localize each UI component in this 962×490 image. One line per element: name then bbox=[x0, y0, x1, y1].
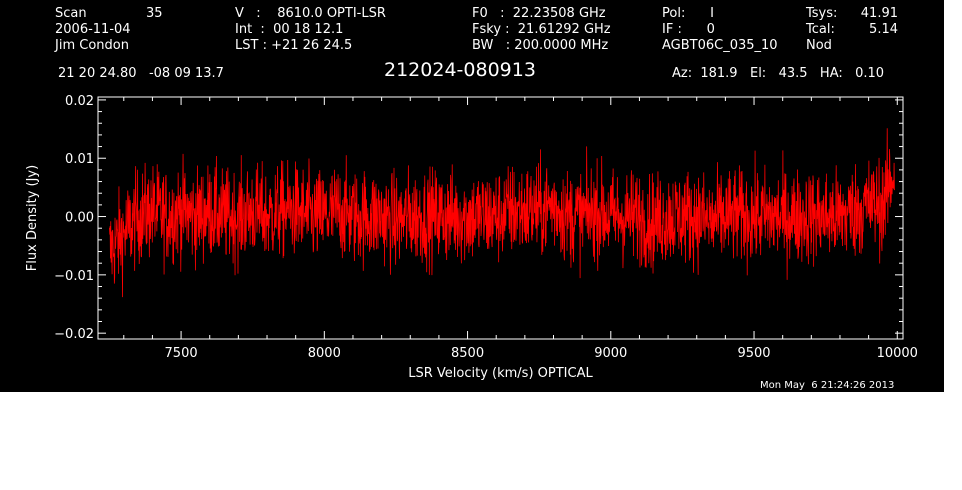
x-tick-label: 9000 bbox=[594, 346, 627, 361]
pointing-readout: Az: 181.9 El: 43.5 HA: 0.10 bbox=[672, 66, 885, 81]
if-number: IF : 0 bbox=[662, 22, 715, 37]
tcal-label: Tcal: bbox=[806, 22, 835, 37]
y-tick-label: 0.01 bbox=[65, 152, 94, 167]
source-coordinates: 21 20 24.80 -08 09 13.7 bbox=[58, 66, 224, 81]
scan-label: Scan bbox=[55, 6, 87, 21]
plot-frame bbox=[97, 96, 904, 340]
x-tick-label: 7500 bbox=[165, 346, 198, 361]
y-tick-label: 0.02 bbox=[65, 94, 94, 109]
x-axis-label: LSR Velocity (km/s) OPTICAL bbox=[408, 366, 593, 381]
y-axis-label: Flux Density (Jy) bbox=[25, 165, 40, 271]
y-tick-label: −0.02 bbox=[54, 327, 94, 342]
axes-group: 7500 8000 8500 9000 9500 10000 −0.02 −0.01 0.00 0… bbox=[25, 94, 918, 381]
lst-readout: LST : +21 26 24.5 bbox=[235, 38, 353, 53]
observation-date: 2006-11-04 bbox=[55, 22, 131, 37]
scan-number: 35 bbox=[146, 6, 163, 21]
observer-name: Jim Condon bbox=[55, 38, 129, 53]
y-tick-label: 0.00 bbox=[65, 211, 94, 226]
spectrum-trace-group bbox=[109, 128, 895, 298]
project-id: AGBT06C_035_10 bbox=[662, 38, 778, 53]
plot-timestamp: Mon May 6 21:24:26 2013 bbox=[760, 380, 895, 391]
x-tick-label: 9500 bbox=[737, 346, 770, 361]
tsys-value: 41.91 bbox=[860, 6, 898, 21]
rest-frequency: F0 : 22.23508 GHz bbox=[472, 6, 606, 21]
tcal-value: 5.14 bbox=[869, 22, 898, 37]
x-tick-label: 10000 bbox=[877, 346, 918, 361]
tsys-label: Tsys: bbox=[806, 6, 838, 21]
polarization: Pol: I bbox=[662, 6, 714, 21]
spectrum-chart: 7500 8000 8500 9000 9500 10000 −0.02 −0.01 0.00 0… bbox=[25, 94, 918, 381]
bandwidth: BW : 200.0000 MHz bbox=[472, 38, 609, 53]
chart-title: 212024-080913 bbox=[384, 59, 536, 81]
velocity-readout: V : 8610.0 OPTI-LSR bbox=[235, 6, 386, 21]
sky-frequency: Fsky : 21.61292 GHz bbox=[472, 22, 611, 37]
integration-time: Int : 00 18 12.1 bbox=[235, 22, 344, 37]
x-tick-label: 8500 bbox=[451, 346, 484, 361]
observing-mode: Nod bbox=[806, 38, 832, 53]
y-tick-label: −0.01 bbox=[54, 269, 94, 284]
x-tick-label: 8000 bbox=[308, 346, 341, 361]
spectrum-line bbox=[109, 128, 895, 298]
